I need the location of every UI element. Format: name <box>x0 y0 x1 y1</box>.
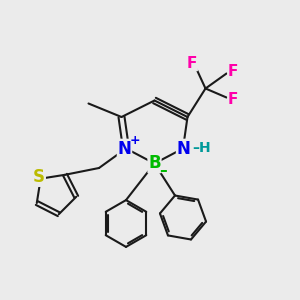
Text: –H: –H <box>192 142 211 155</box>
Text: F: F <box>228 92 238 106</box>
Text: F: F <box>228 64 238 79</box>
Text: –: – <box>160 164 167 178</box>
Text: +: + <box>130 134 140 148</box>
Text: N: N <box>118 140 131 158</box>
Text: N: N <box>177 140 190 158</box>
Text: F: F <box>187 56 197 70</box>
Text: S: S <box>33 168 45 186</box>
Text: B: B <box>148 154 161 172</box>
